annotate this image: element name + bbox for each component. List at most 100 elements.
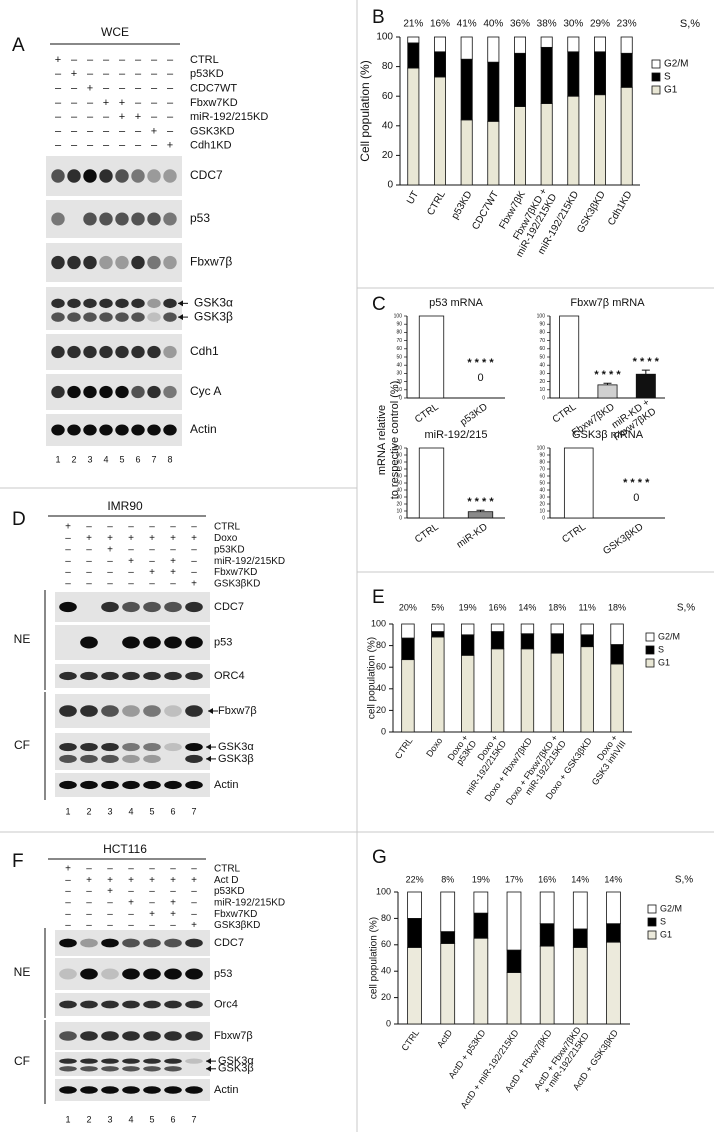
y-axis-title-group: cell population (%) (367, 637, 378, 719)
bar (418, 447, 445, 519)
blot-band (122, 705, 140, 717)
panel-label: E (372, 587, 385, 608)
y-tick-label: 0 (542, 515, 545, 521)
legend-swatch (651, 72, 661, 82)
y-tick-label: 80 (381, 913, 391, 923)
annotation: 17% (505, 874, 523, 884)
blot-band (115, 255, 129, 270)
treatment-sign: – (167, 83, 174, 95)
treatment-sign: + (128, 533, 134, 544)
treatment-sign: – (71, 140, 78, 152)
treatment-sign: + (119, 97, 125, 109)
blot-band (131, 345, 145, 359)
blot-band (59, 780, 77, 790)
annotation: 14% (571, 874, 589, 884)
y-tick-label: 60 (376, 662, 386, 672)
blot-band (122, 780, 140, 790)
treatment-label: CTRL (190, 54, 219, 66)
blot-label: Fbxw7β (190, 255, 232, 269)
blot-band (83, 385, 97, 399)
blot-band (101, 742, 119, 752)
blot-band (80, 705, 98, 717)
bar-segment (461, 654, 475, 733)
treatment-sign: – (128, 567, 134, 578)
blot-band (101, 705, 119, 717)
arrow-head (178, 314, 183, 321)
y-axis-title-group: cell population (%) (369, 917, 380, 999)
blot-band (122, 938, 140, 948)
blot-label: CDC7 (214, 601, 244, 613)
y-axis-title: cell population (%) (367, 637, 378, 719)
treatment-sign: – (151, 111, 158, 123)
annotation: 36% (510, 19, 530, 30)
y-tick-label: 50 (396, 354, 402, 360)
y-tick-label: 90 (539, 452, 545, 458)
blot-band (59, 705, 77, 717)
blot-strip (46, 287, 182, 330)
blot-band (101, 601, 119, 613)
treatment-sign: – (119, 140, 126, 152)
lane-number: 3 (107, 1114, 112, 1124)
y-tick-label: 70 (396, 466, 402, 472)
treatment-sign: – (119, 54, 126, 66)
treatment-sign: – (149, 522, 155, 533)
y-tick-label: 100 (376, 32, 393, 43)
bar-segment (473, 937, 489, 1025)
blot-band (164, 601, 182, 613)
blot-strip (55, 733, 210, 770)
treatment-sign: – (170, 886, 176, 897)
bar-segment (407, 67, 420, 186)
bar-segment (401, 623, 415, 639)
treatment-sign: + (128, 898, 134, 909)
blot-band (163, 385, 177, 399)
bar-segment (440, 931, 456, 944)
annotation: 40% (483, 19, 503, 30)
legend-swatch (645, 645, 655, 655)
treatment-sign: – (128, 864, 134, 875)
annotation: 41% (457, 19, 477, 30)
y-tick-label: 80 (396, 330, 402, 336)
blot-band (185, 754, 203, 763)
treatment-sign: – (149, 864, 155, 875)
lane-number: 4 (128, 1114, 133, 1124)
chart-title: GSK3β mRNA (572, 429, 644, 441)
blot-band (99, 345, 113, 359)
bar-segment (540, 103, 553, 186)
blot-header: WCE (101, 25, 129, 39)
y-tick-label: 80 (382, 61, 394, 72)
blot-band (164, 742, 182, 752)
annotation: 18% (548, 602, 566, 612)
y-tick-label: 30 (396, 371, 402, 377)
blot-band (143, 742, 161, 752)
blot-label: Actin (190, 422, 217, 436)
bar-segment (433, 51, 446, 78)
treatment-sign: – (149, 544, 155, 555)
treatment-sign: – (86, 920, 92, 931)
blot-band (185, 705, 203, 717)
treatment-sign: – (65, 567, 71, 578)
treatment-sign: + (170, 556, 176, 567)
blot-band (131, 212, 145, 226)
y-tick-label: 60 (396, 346, 402, 352)
blot-band (143, 1066, 161, 1072)
lane-number: 6 (135, 454, 140, 464)
annotation: 21% (403, 19, 423, 30)
blot-strip (46, 243, 182, 282)
treatment-sign: – (65, 909, 71, 920)
bar-segment (490, 648, 505, 733)
annotation-header: S,% (680, 18, 700, 30)
blot-band (131, 255, 145, 270)
y-tick-label: 100 (371, 618, 386, 628)
y-tick-label: 0 (399, 515, 402, 521)
panel-label: A (12, 35, 25, 56)
bar-segment (580, 646, 594, 733)
treatment-sign: – (135, 83, 142, 95)
blot-band (51, 298, 65, 309)
bar-segment (520, 623, 535, 635)
bar-segment (407, 36, 420, 44)
blot-band (164, 1031, 182, 1041)
bar-segment (620, 36, 633, 54)
y-axis-title: cell population (%) (369, 917, 380, 999)
arrow-head (178, 300, 183, 307)
